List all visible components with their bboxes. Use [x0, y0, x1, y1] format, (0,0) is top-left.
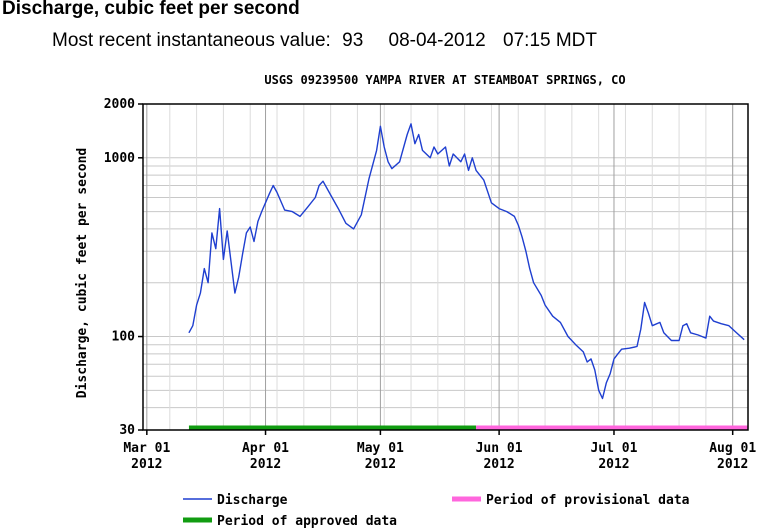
recent-value: 93	[342, 30, 364, 51]
legend-label-approved: Period of approved data	[217, 514, 397, 529]
x-tick-year: 2012	[483, 457, 514, 472]
x-tick-label: Jun 01	[476, 441, 523, 456]
y-tick-label: 2000	[104, 97, 135, 112]
x-tick-year: 2012	[250, 457, 281, 472]
recent-value-label: Most recent instantaneous value:	[52, 30, 331, 51]
x-tick-label: May 01	[357, 441, 404, 456]
most-recent-value-line: Most recent instantaneous value: 93 08-0…	[52, 30, 597, 52]
x-tick-label: Mar 01	[123, 441, 170, 456]
legend-label-provisional: Period of provisional data	[486, 493, 690, 508]
chart-grid	[142, 103, 748, 431]
recent-date: 08-04-2012	[388, 30, 486, 51]
discharge-series	[188, 123, 745, 400]
x-tick-year: 2012	[131, 457, 162, 472]
page-title: Discharge, cubic feet per second	[2, 0, 300, 19]
x-tick-label: Apr 01	[242, 441, 289, 456]
x-tick-year: 2012	[598, 457, 629, 472]
legend-label-discharge: Discharge	[217, 493, 288, 508]
y-tick-label: 30	[119, 423, 135, 438]
x-tick-year: 2012	[365, 457, 396, 472]
y-axis-label: Discharge, cubic feet per second	[75, 148, 90, 398]
x-tick-label: Aug 01	[709, 441, 756, 456]
discharge-line	[188, 123, 745, 400]
y-axis-ticks: 30 100 1000 2000	[104, 97, 143, 438]
chart-title: USGS 09239500 YAMPA RIVER AT STEAMBOAT S…	[264, 73, 625, 87]
x-tick-label: Jul 01	[590, 441, 637, 456]
x-tick-year: 2012	[717, 457, 748, 472]
y-tick-label: 100	[112, 330, 136, 345]
recent-time: 07:15 MDT	[503, 30, 598, 51]
y-tick-label: 1000	[104, 151, 135, 166]
chart-legend: Discharge Period of approved data Period o…	[183, 493, 690, 529]
plot-frame	[142, 103, 749, 431]
